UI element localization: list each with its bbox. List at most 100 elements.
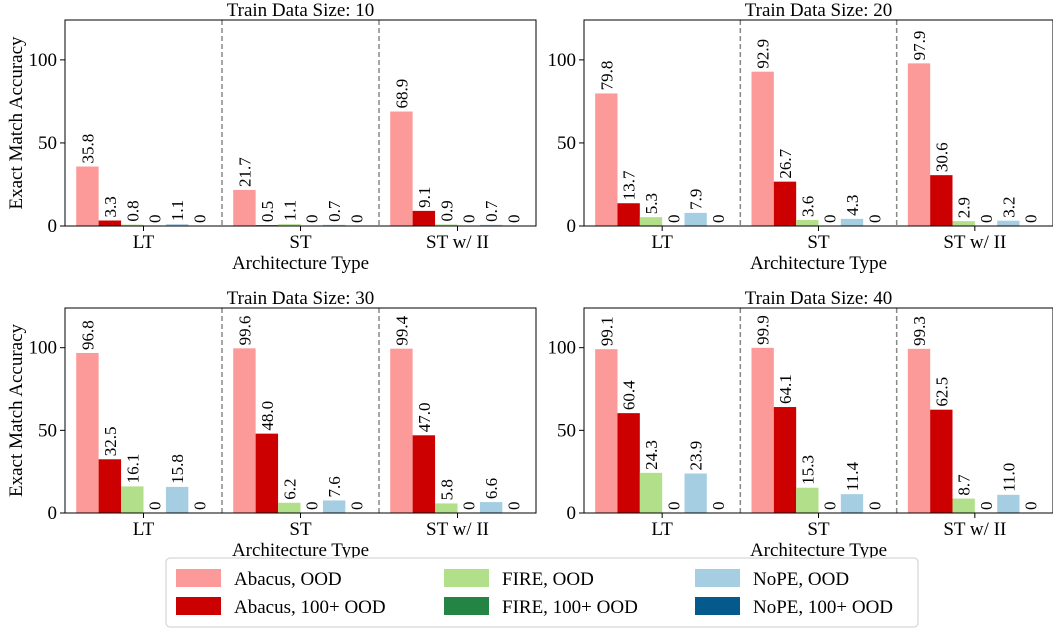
data-label: 16.1 xyxy=(123,454,142,484)
bar xyxy=(841,219,863,226)
x-tick-label: ST w/ II xyxy=(943,232,1006,253)
plot-frame xyxy=(65,20,536,226)
data-label: 32.5 xyxy=(101,427,120,457)
y-tick-label: 0 xyxy=(48,216,58,237)
bar xyxy=(256,434,278,513)
data-label: 2.9 xyxy=(955,197,974,218)
data-label: 79.8 xyxy=(597,61,616,91)
data-label: 97.9 xyxy=(910,31,929,61)
x-tick-label: LT xyxy=(651,519,673,540)
bar xyxy=(930,410,952,513)
bar xyxy=(233,190,255,226)
panel-title: Train Data Size: 40 xyxy=(745,288,893,309)
bar xyxy=(618,413,640,513)
y-tick-label: 50 xyxy=(557,420,576,441)
panel-title: Train Data Size: 30 xyxy=(227,288,375,309)
bar xyxy=(278,503,300,513)
bar xyxy=(413,435,435,513)
legend-label: FIRE, 100+ OOD xyxy=(502,597,638,618)
legend-swatch xyxy=(444,569,489,587)
data-label: 24.3 xyxy=(642,440,661,470)
legend-label: NoPE, 100+ OOD xyxy=(753,597,893,618)
y-tick-label: 0 xyxy=(567,503,577,524)
data-label: 0 xyxy=(821,215,840,224)
bar xyxy=(908,349,930,513)
bar xyxy=(752,72,774,226)
data-label: 6.6 xyxy=(482,478,501,499)
x-tick-label: LT xyxy=(133,519,155,540)
y-tick-label: 50 xyxy=(38,420,57,441)
bar xyxy=(99,221,121,226)
data-label: 35.8 xyxy=(78,134,97,164)
data-label: 7.9 xyxy=(687,189,706,210)
data-label: 9.1 xyxy=(415,187,434,208)
x-tick-label: ST w/ II xyxy=(943,519,1006,540)
data-label: 0 xyxy=(977,502,996,511)
legend-swatch xyxy=(176,597,221,615)
bar xyxy=(953,221,975,226)
data-label: 7.6 xyxy=(325,476,344,497)
y-tick-label: 50 xyxy=(557,133,576,154)
bar xyxy=(752,348,774,513)
bar xyxy=(166,487,188,513)
data-label: 0.9 xyxy=(437,200,456,221)
bar xyxy=(76,167,98,226)
legend-swatch xyxy=(444,597,489,615)
data-label: 3.2 xyxy=(999,196,1018,217)
data-label: 30.6 xyxy=(932,142,951,172)
y-tick-label: 100 xyxy=(548,338,577,359)
data-label: 0 xyxy=(505,502,524,511)
data-label: 15.3 xyxy=(798,455,817,485)
data-label: 96.8 xyxy=(78,320,97,350)
data-label: 0 xyxy=(146,502,165,511)
data-label: 0 xyxy=(977,215,996,224)
x-axis-label: Architecture Type xyxy=(750,253,887,274)
data-label: 62.5 xyxy=(932,377,951,407)
data-label: 23.9 xyxy=(687,441,706,471)
data-label: 5.8 xyxy=(437,479,456,500)
data-label: 15.8 xyxy=(168,454,187,484)
legend-label: NoPE, OOD xyxy=(753,569,849,590)
bar xyxy=(435,503,457,513)
bar xyxy=(640,473,662,513)
data-label: 6.2 xyxy=(280,479,299,500)
bar xyxy=(796,220,818,226)
data-label: 64.1 xyxy=(776,374,795,404)
bar xyxy=(595,349,617,513)
bar xyxy=(930,175,952,226)
x-tick-label: ST xyxy=(807,519,830,540)
data-label: 1.1 xyxy=(168,200,187,221)
data-label: 0 xyxy=(191,502,210,511)
data-label: 4.3 xyxy=(843,195,862,216)
bar xyxy=(997,221,1019,226)
data-label: 99.1 xyxy=(597,316,616,346)
data-label: 0 xyxy=(1022,502,1041,511)
y-tick-label: 0 xyxy=(567,216,577,237)
y-tick-label: 100 xyxy=(548,50,577,71)
data-label: 8.7 xyxy=(955,474,974,496)
legend-label: Abacus, OOD xyxy=(234,569,342,590)
data-label: 0.5 xyxy=(258,201,277,222)
data-label: 11.0 xyxy=(999,463,1018,492)
bar xyxy=(997,495,1019,513)
data-label: 26.7 xyxy=(776,148,795,178)
data-label: 0 xyxy=(348,215,367,224)
bar xyxy=(640,217,662,226)
data-label: 0 xyxy=(460,502,479,511)
x-tick-label: ST xyxy=(807,232,830,253)
data-label: 0 xyxy=(460,215,479,224)
data-label: 0 xyxy=(664,215,683,224)
bar xyxy=(618,203,640,226)
bar xyxy=(841,494,863,513)
data-label: 11.4 xyxy=(843,462,862,492)
data-label: 99.6 xyxy=(235,316,254,346)
data-label: 0.7 xyxy=(482,200,501,222)
x-tick-label: ST xyxy=(289,232,312,253)
y-tick-label: 50 xyxy=(38,133,57,154)
bar xyxy=(796,488,818,513)
data-label: 0 xyxy=(664,502,683,511)
data-label: 60.4 xyxy=(620,380,639,410)
